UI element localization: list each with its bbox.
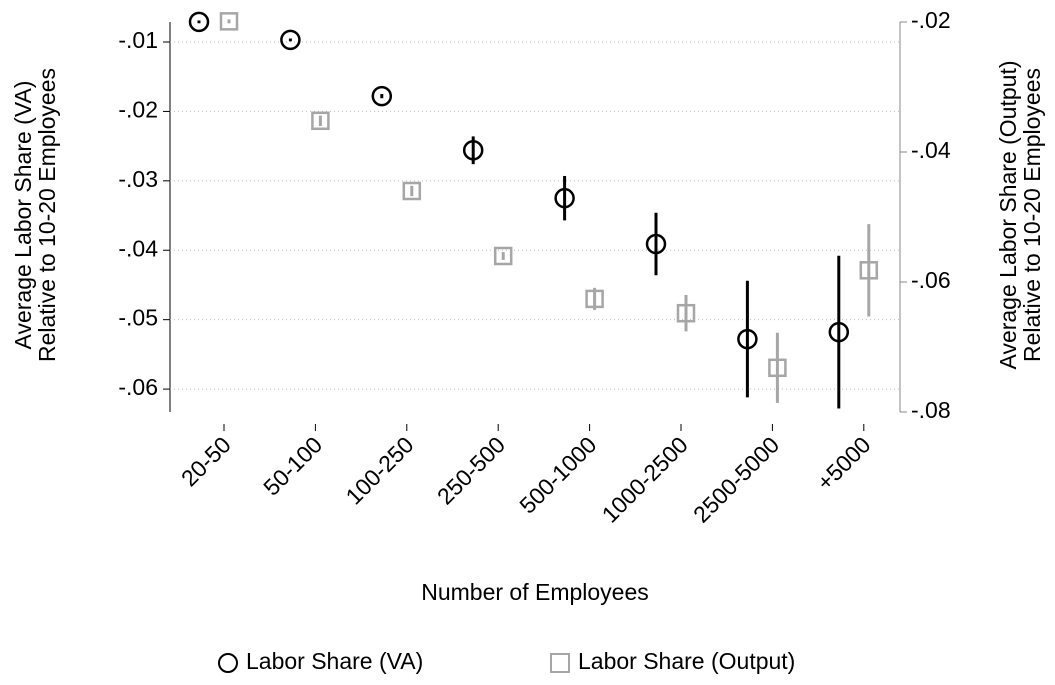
y-axis-title: Average Labor Share (VA) Relative to 10-… [10, 68, 60, 362]
legend-marker [218, 653, 238, 673]
point [645, 233, 667, 255]
y-tick-label: -.04 [118, 235, 158, 261]
point [768, 358, 787, 378]
point [493, 246, 513, 266]
x-tick-label: 250-500 [432, 431, 510, 509]
x-tick-label: 100-250 [341, 431, 419, 509]
legend-label: Labor Share (VA) [246, 648, 423, 674]
legend-marker [550, 653, 570, 673]
x-tick-label: 500-1000 [514, 431, 601, 518]
point [585, 289, 604, 309]
legend-label: Labor Share (Output) [578, 648, 795, 674]
y-tick-label: -.02 [118, 96, 158, 122]
y-axis-title-line: Average Labor Share (VA) [10, 81, 36, 350]
point [371, 85, 393, 107]
y2-tick-label: -.08 [911, 397, 951, 423]
x-tick-label: 20-50 [176, 431, 236, 491]
x-tick-label: 1000-2500 [597, 431, 693, 527]
y-tick-label: -.06 [118, 374, 158, 400]
x-tick-label: +5000 [812, 431, 876, 495]
x-axis-title: Number of Employees [421, 579, 649, 605]
y-tick-label: -.01 [118, 27, 158, 53]
y2-tick-label: -.06 [911, 267, 951, 293]
y2-axis-title: Average Labor Share (Output) Relative to… [995, 61, 1045, 370]
y-tick-label: -.05 [118, 305, 158, 331]
point [554, 187, 575, 209]
point [402, 181, 422, 201]
y2-axis-title-line: Relative to 10-20 Employees [1019, 68, 1045, 362]
x-tick-label: 2500-5000 [688, 431, 784, 527]
point [828, 321, 850, 343]
point [311, 111, 330, 131]
x-tick-label: 50-100 [258, 431, 327, 500]
point [462, 140, 484, 161]
point [859, 261, 879, 280]
y-axis-title-line: Relative to 10-20 Employees [34, 68, 60, 362]
y2-tick-label: -.04 [911, 137, 951, 163]
y-tick-label: -.03 [118, 166, 158, 192]
point [188, 11, 210, 33]
point [676, 303, 696, 323]
point [737, 328, 758, 350]
point [280, 29, 301, 51]
point [219, 12, 239, 31]
y2-tick-label: -.02 [911, 7, 951, 33]
y2-axis-title-line: Average Labor Share (Output) [995, 61, 1021, 370]
